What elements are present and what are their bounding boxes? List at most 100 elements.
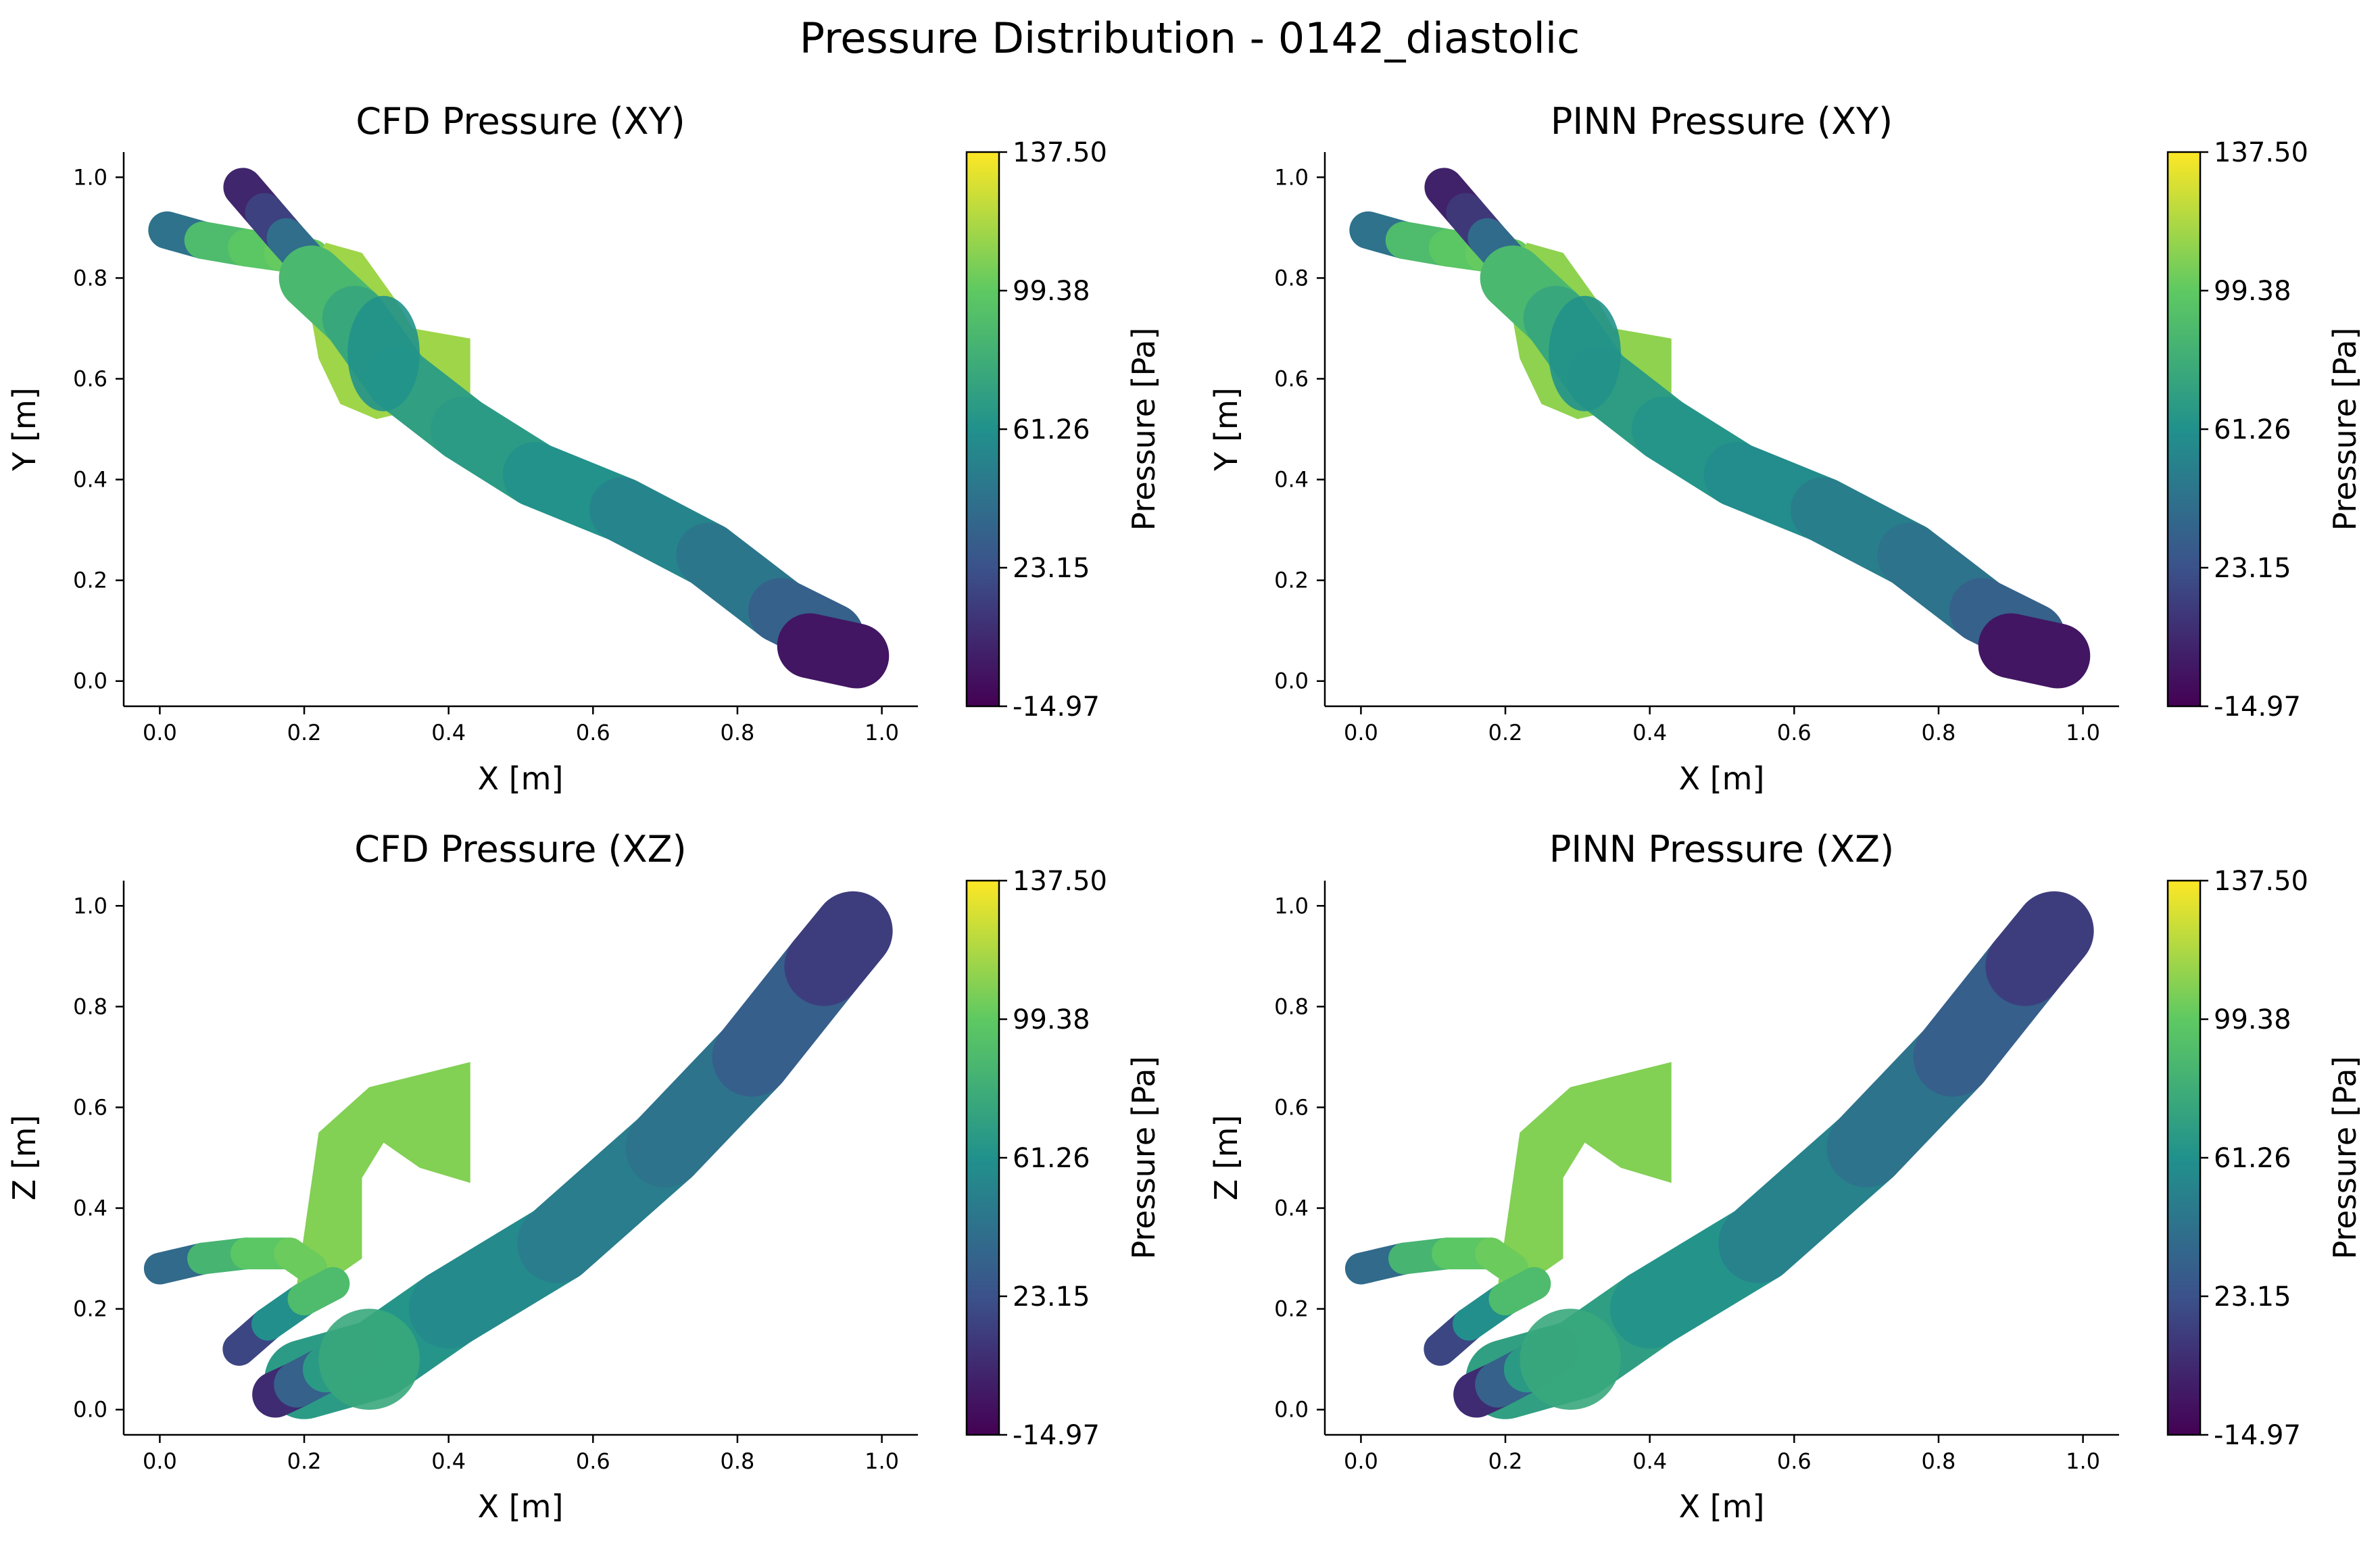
y-tick-label: 0.2 [73,568,107,593]
vessel-segment [1985,891,2094,1006]
colorbar-tick-label: 23.15 [1013,553,1090,584]
colorbar-tick-label: 99.38 [1013,1004,1090,1035]
x-tick-label: 0.0 [143,1448,177,1474]
figure-title: Pressure Distribution - 0142_diastolic [800,14,1580,63]
x-axis-label: X [m] [1679,1488,1765,1525]
vessel-segment [1488,1267,1551,1316]
vessel-segment [287,1267,350,1316]
colorbar-tick-label: 23.15 [1013,1281,1090,1313]
panel-title: PINN Pressure (XZ) [1549,828,1894,870]
plot-area [143,891,893,1419]
panels: CFD Pressure (XY) 0.0 0.2 0.4 0.6 0.8 1.0 0.0 0.… [6,100,2363,1525]
colorbar-tick-label: 61.26 [2214,414,2291,445]
y-tick-label: 0.4 [1274,1196,1309,1221]
panel-title: PINN Pressure (XY) [1551,100,1893,143]
y-axis-label: Y [m] [1208,387,1244,471]
vessel-segment [784,891,893,1006]
colorbar-tick-label: 137.50 [2214,866,2308,897]
colorbar-tick-label: 23.15 [2214,1281,2291,1313]
x-tick-label: 0.0 [143,720,177,745]
colorbar: 137.50 99.38 61.26 23.15 -14.97 Pressure [Pa] [2166,866,2363,1451]
colorbar: 137.50 99.38 61.26 23.15 -14.97 Pressure [Pa] [965,137,1162,722]
y-tick-label: 0.6 [1274,366,1309,391]
y-tick-label: 0.6 [73,1094,107,1120]
y-tick-label: 0.8 [73,994,107,1019]
y-tick-label: 1.0 [73,893,107,918]
y-tick-label: 1.0 [73,164,107,190]
y-tick-label: 0.2 [73,1296,107,1322]
panel-pinn-xy: PINN Pressure (XY) 0.0 0.2 0.4 0.6 0.8 1.0 0.0 0… [1208,100,2363,797]
x-tick-label: 0.0 [1344,720,1378,745]
x-tick-label: 0.8 [1922,720,1956,745]
x-tick-label: 0.6 [576,1448,610,1474]
y-tick-label: 0.0 [1274,668,1309,694]
colorbar-tick-label: 61.26 [2214,1143,2291,1174]
colorbar-tick-label: 23.15 [2214,553,2291,584]
colorbar-label: Pressure [Pa] [1125,328,1162,531]
vessel-bulb [318,1308,420,1410]
y-tick-label: 0.8 [73,265,107,291]
x-tick-label: 0.6 [1777,1448,1812,1474]
x-tick-label: 0.4 [431,1448,466,1474]
colorbar-tick-label: -14.97 [2214,691,2301,722]
x-tick-label: 1.0 [2066,1448,2100,1474]
plot-area [1349,168,2091,689]
panel-cfd-xy: CFD Pressure (XY) 0.0 0.2 0.4 0.6 0.8 1.0 0.0 0.… [6,100,1162,797]
x-axis-label: X [m] [1679,760,1765,797]
y-tick-label: 0.0 [73,668,107,694]
y-tick-label: 1.0 [1274,893,1309,918]
vessel-bulb [347,295,420,412]
x-tick-label: 0.2 [287,720,322,745]
panel-title: CFD Pressure (XY) [356,100,685,143]
colorbar-label: Pressure [Pa] [1125,1056,1162,1260]
x-tick-label: 1.0 [865,1448,899,1474]
x-tick-label: 0.8 [721,1448,755,1474]
colorbar: 137.50 99.38 61.26 23.15 -14.97 Pressure [Pa] [2166,137,2363,722]
vessel-region [297,1062,470,1284]
vessel-bulb [1549,295,1621,412]
panel-cfd-xz: CFD Pressure (XZ) 0.0 0.2 0.4 0.6 0.8 1.0 0.0 0.… [6,828,1162,1525]
y-tick-label: 0.2 [1274,568,1309,593]
x-tick-label: 0.4 [1632,1448,1667,1474]
y-axis-label: Z [m] [6,1115,43,1201]
panel-pinn-xz: PINN Pressure (XZ) 0.0 0.2 0.4 0.6 0.8 1.0 0.0 0… [1208,828,2363,1525]
x-tick-label: 1.0 [2066,720,2100,745]
y-tick-label: 0.8 [1274,994,1309,1019]
colorbar-tick-label: 99.38 [2214,276,2291,307]
y-axis-label: Y [m] [6,387,43,471]
plot-area [1344,891,2094,1419]
y-tick-label: 0.4 [73,467,107,493]
y-tick-label: 0.0 [73,1397,107,1423]
vessel-segment [274,1237,328,1285]
colorbar-tick-label: 137.50 [2214,137,2308,168]
x-tick-label: 0.0 [1344,1448,1378,1474]
y-axis-label: Z [m] [1208,1115,1244,1201]
x-tick-label: 1.0 [865,720,899,745]
vessel-region [1498,1062,1672,1284]
y-tick-label: 1.0 [1274,164,1309,190]
x-axis-label: X [m] [478,760,564,797]
plot-area [148,168,890,689]
y-tick-label: 0.8 [1274,265,1309,291]
x-tick-label: 0.2 [1488,720,1523,745]
x-tick-label: 0.2 [287,1448,322,1474]
x-axis-label: X [m] [478,1488,564,1525]
vessel-bulb [1520,1308,1621,1410]
x-tick-label: 0.8 [1922,1448,1956,1474]
x-tick-label: 0.4 [1632,720,1667,745]
x-tick-label: 0.6 [1777,720,1812,745]
colorbar-gradient [2166,151,2202,708]
x-tick-label: 0.8 [721,720,755,745]
y-tick-label: 0.2 [1274,1296,1309,1322]
vessel-segment [1978,613,2091,689]
colorbar-gradient [965,151,1000,708]
colorbar-tick-label: 61.26 [1013,1143,1090,1174]
y-tick-label: 0.4 [1274,467,1309,493]
colorbar-gradient [965,879,1000,1436]
y-tick-label: 0.6 [1274,1094,1309,1120]
colorbar-tick-label: -14.97 [1013,1420,1100,1451]
y-tick-label: 0.4 [73,1196,107,1221]
x-tick-label: 0.2 [1488,1448,1523,1474]
colorbar-tick-label: 137.50 [1013,137,1107,168]
